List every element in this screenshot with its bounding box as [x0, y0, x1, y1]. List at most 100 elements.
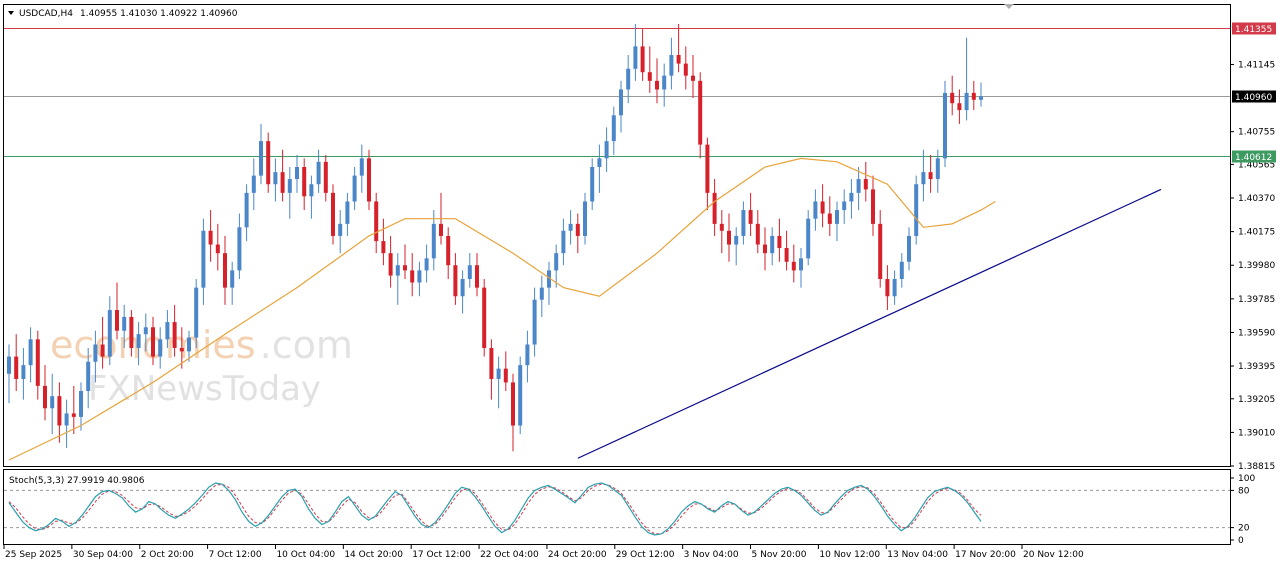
- price-tick-label: 1.39590: [1238, 328, 1275, 338]
- candle: [511, 373, 515, 452]
- candle: [165, 310, 170, 348]
- candle: [820, 184, 825, 228]
- collapse-triangle-icon[interactable]: [8, 11, 14, 15]
- candle: [863, 161, 868, 202]
- candle: [316, 149, 321, 193]
- candle: [100, 316, 105, 369]
- candle-body: [489, 347, 494, 379]
- candle-body: [979, 96, 983, 100]
- main-chart-frame: [3, 4, 1231, 467]
- candle-body: [719, 223, 724, 231]
- time-tick-label: 5 Nov 20:00: [752, 550, 807, 560]
- candle-body: [223, 253, 227, 288]
- candle: [388, 235, 393, 288]
- candle: [871, 175, 875, 236]
- candle-body: [71, 413, 76, 417]
- candle-body: [842, 201, 847, 211]
- symbol-timeframe: USDCAD,H4: [19, 9, 73, 19]
- candle-body: [244, 192, 249, 228]
- candle: [424, 244, 429, 283]
- candle: [259, 123, 263, 185]
- candle: [813, 189, 818, 231]
- candle: [417, 261, 422, 297]
- candle: [885, 265, 890, 311]
- candle: [539, 275, 544, 317]
- candle-body: [251, 175, 256, 193]
- candle-body: [813, 201, 818, 219]
- candle: [568, 210, 573, 245]
- candle: [727, 213, 731, 262]
- candle: [806, 210, 811, 266]
- candle-body: [230, 270, 235, 288]
- candle: [187, 330, 191, 362]
- candle: [151, 316, 155, 366]
- candle-body: [100, 344, 105, 357]
- candle-body: [619, 89, 623, 116]
- candle-body: [7, 356, 11, 374]
- time-tick-label: 20 Nov 12:00: [1023, 550, 1084, 560]
- candle: [352, 166, 357, 211]
- stochastic-layer: [4, 482, 1230, 536]
- candle-body: [57, 396, 62, 426]
- candle-body: [295, 166, 299, 180]
- candle-body: [784, 247, 789, 262]
- horizontal-levels: [4, 28, 1230, 157]
- candle: [359, 144, 364, 193]
- candle: [532, 287, 537, 357]
- candle-body: [662, 75, 667, 90]
- candle: [583, 192, 587, 245]
- candle-body: [849, 192, 854, 202]
- shift-marker-icon[interactable]: [1004, 4, 1014, 9]
- candle: [71, 385, 76, 435]
- time-tick-label: 17 Oct 12:00: [412, 550, 471, 560]
- time-tick-label: 25 Sep 2025: [5, 550, 62, 560]
- candles-layer: [7, 23, 983, 452]
- candle: [856, 166, 861, 211]
- candle: [93, 330, 98, 383]
- candle-body: [28, 339, 33, 366]
- candle: [446, 227, 451, 280]
- candle-body: [935, 158, 940, 180]
- resistance-price-text: 1.41355: [1235, 25, 1272, 35]
- stoch-tick-label: 0: [1238, 536, 1244, 546]
- candle: [14, 334, 19, 392]
- candle-body: [395, 265, 400, 276]
- candle: [971, 80, 976, 111]
- candle-body: [165, 322, 170, 340]
- candle: [590, 158, 595, 211]
- candle: [136, 322, 141, 366]
- stoch-frame: [3, 469, 1231, 545]
- candle-body: [640, 46, 645, 73]
- candle-body: [885, 279, 890, 297]
- candle-body: [863, 179, 868, 190]
- candle-body: [237, 227, 242, 271]
- price-tick-label: 1.39785: [1238, 295, 1275, 305]
- candle-body: [957, 103, 962, 111]
- candle-body: [806, 218, 811, 259]
- price-tick-label: 1.40175: [1238, 228, 1275, 238]
- price-tick-label: 1.40755: [1238, 128, 1275, 138]
- candle-body: [475, 265, 479, 288]
- resistance-price-tag: [1232, 22, 1276, 35]
- candle: [273, 158, 278, 202]
- time-tick-label: 17 Nov 20:00: [955, 550, 1016, 560]
- candle: [323, 154, 328, 202]
- candle-body: [568, 223, 573, 231]
- candle: [914, 175, 919, 245]
- candle: [79, 382, 83, 431]
- level-price-tags: 1.41355 1.40960 1.40612: [1232, 22, 1276, 163]
- candle-body: [43, 385, 47, 409]
- candle-body: [215, 244, 220, 254]
- candle: [964, 37, 969, 121]
- candle-body: [712, 192, 717, 224]
- candle-body: [280, 172, 285, 193]
- candle-body: [338, 223, 343, 236]
- price-tick-label: 1.40565: [1238, 160, 1275, 170]
- candle-body: [410, 270, 415, 283]
- ascending-trendline[interactable]: [577, 188, 1162, 459]
- stoch-axis: 100 80 20 0: [1230, 474, 1255, 546]
- stoch-tick-label: 100: [1238, 474, 1255, 484]
- candle-body: [511, 382, 515, 426]
- candle: [683, 46, 688, 90]
- candle-body: [50, 396, 55, 409]
